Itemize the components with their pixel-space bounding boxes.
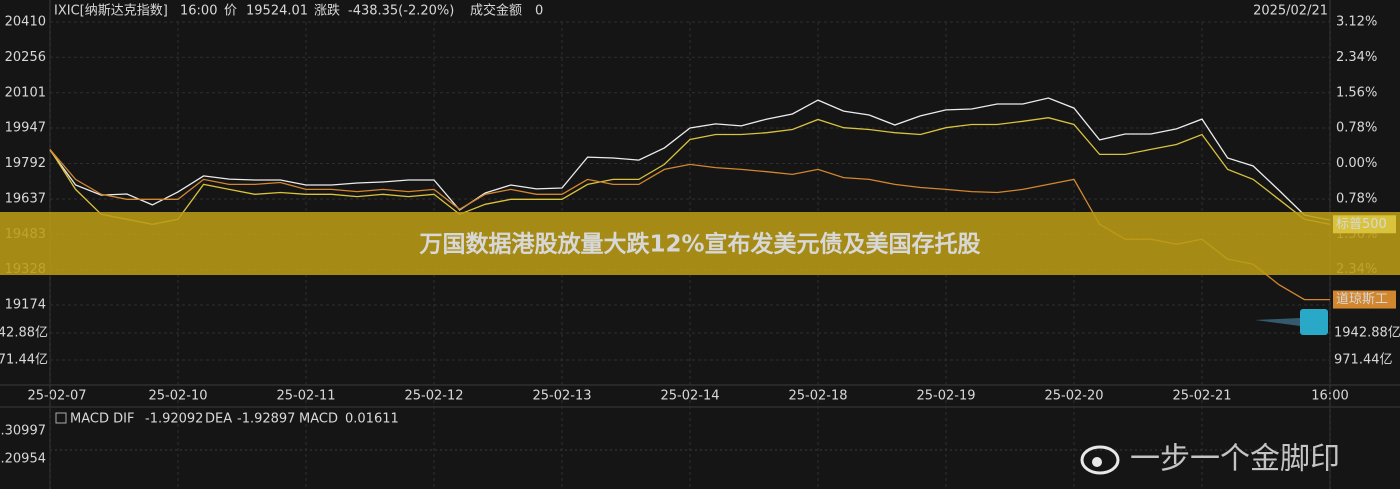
logo-block	[1300, 309, 1328, 335]
legend-label: 标普500	[1336, 217, 1387, 232]
banner-title: 万国数据港股放量大跌12%宣布发美元债及美国存托股	[419, 231, 980, 258]
y2-tick-label: 1.56%	[1336, 85, 1377, 100]
y-tick-label: 19947	[5, 121, 46, 136]
y2-tick-label: 2.34%	[1336, 50, 1377, 65]
y-tick-label: 19174	[5, 298, 46, 313]
series-line	[49, 117, 1331, 225]
macd-dif: -1.92092	[145, 412, 203, 427]
series-line	[49, 97, 1331, 221]
macd-header: MACD DIF -1.92092 DEA -1.92897 MACD 0.01…	[55, 412, 399, 427]
legend-label: 道琼斯工	[1336, 292, 1388, 307]
y2-tick-label: 0.78%	[1336, 121, 1377, 136]
macd-macd: 0.01611	[345, 412, 399, 427]
time: 16:00	[180, 4, 217, 19]
watermark-logo	[1080, 445, 1120, 475]
legend-tag	[1333, 290, 1396, 309]
y2-tick-label: 0.78%	[1336, 191, 1377, 206]
macd-icon	[55, 412, 67, 424]
turnover: 0	[535, 4, 543, 19]
y-tick-label: 20256	[5, 50, 46, 65]
macd-macd-label: MACD	[299, 412, 338, 427]
price-label: 价	[224, 4, 237, 19]
banner-background	[0, 212, 1400, 275]
series-tags: 标普500 道琼斯工	[1333, 215, 1396, 309]
price: 19524.01	[246, 4, 308, 19]
change-label: 涨跌	[314, 3, 340, 19]
y2-tick-label: 3.12%	[1336, 15, 1377, 30]
volume-tick-label: 1942.88亿	[1334, 325, 1400, 340]
turnover-label: 成交金额	[470, 3, 522, 19]
macd-dea: -1.92897	[237, 412, 295, 427]
macd-tick: 9.30997	[0, 424, 46, 439]
y-tick-label: 20410	[5, 15, 46, 30]
x-tick-label: 25-02-07	[27, 389, 86, 404]
change: -438.35(-2.20%)	[348, 4, 454, 19]
watermark: 一步一个金脚印	[1080, 442, 1340, 477]
macd-dea-label: DEA	[205, 412, 232, 427]
header: IXIC[纳斯达克指数] 16:00 价 19524.01 涨跌 -438.35…	[54, 3, 1328, 19]
legend-tag	[1333, 215, 1396, 234]
y-tick-label: 19637	[5, 191, 46, 206]
logo-swoosh	[1255, 318, 1300, 326]
symbol: IXIC[纳斯达克指数]	[54, 4, 168, 19]
y2-tick-label: 0.00%	[1336, 156, 1377, 171]
volume-tick-label: 971.44亿	[1334, 352, 1393, 367]
watermark-logo-dot	[1092, 457, 1102, 467]
y-tick-label: 20101	[5, 85, 46, 100]
date: 2025/02/21	[1253, 4, 1328, 19]
volume-tick-label: 1942.88亿	[0, 325, 48, 340]
macd-dif-label: MACD DIF	[70, 412, 134, 427]
watermark-text: 一步一个金脚印	[1130, 442, 1340, 477]
y-tick-label: 19792	[5, 156, 46, 171]
macd-tick: 0.20954	[0, 452, 46, 467]
volume-tick-label: 971.44亿	[0, 352, 48, 367]
